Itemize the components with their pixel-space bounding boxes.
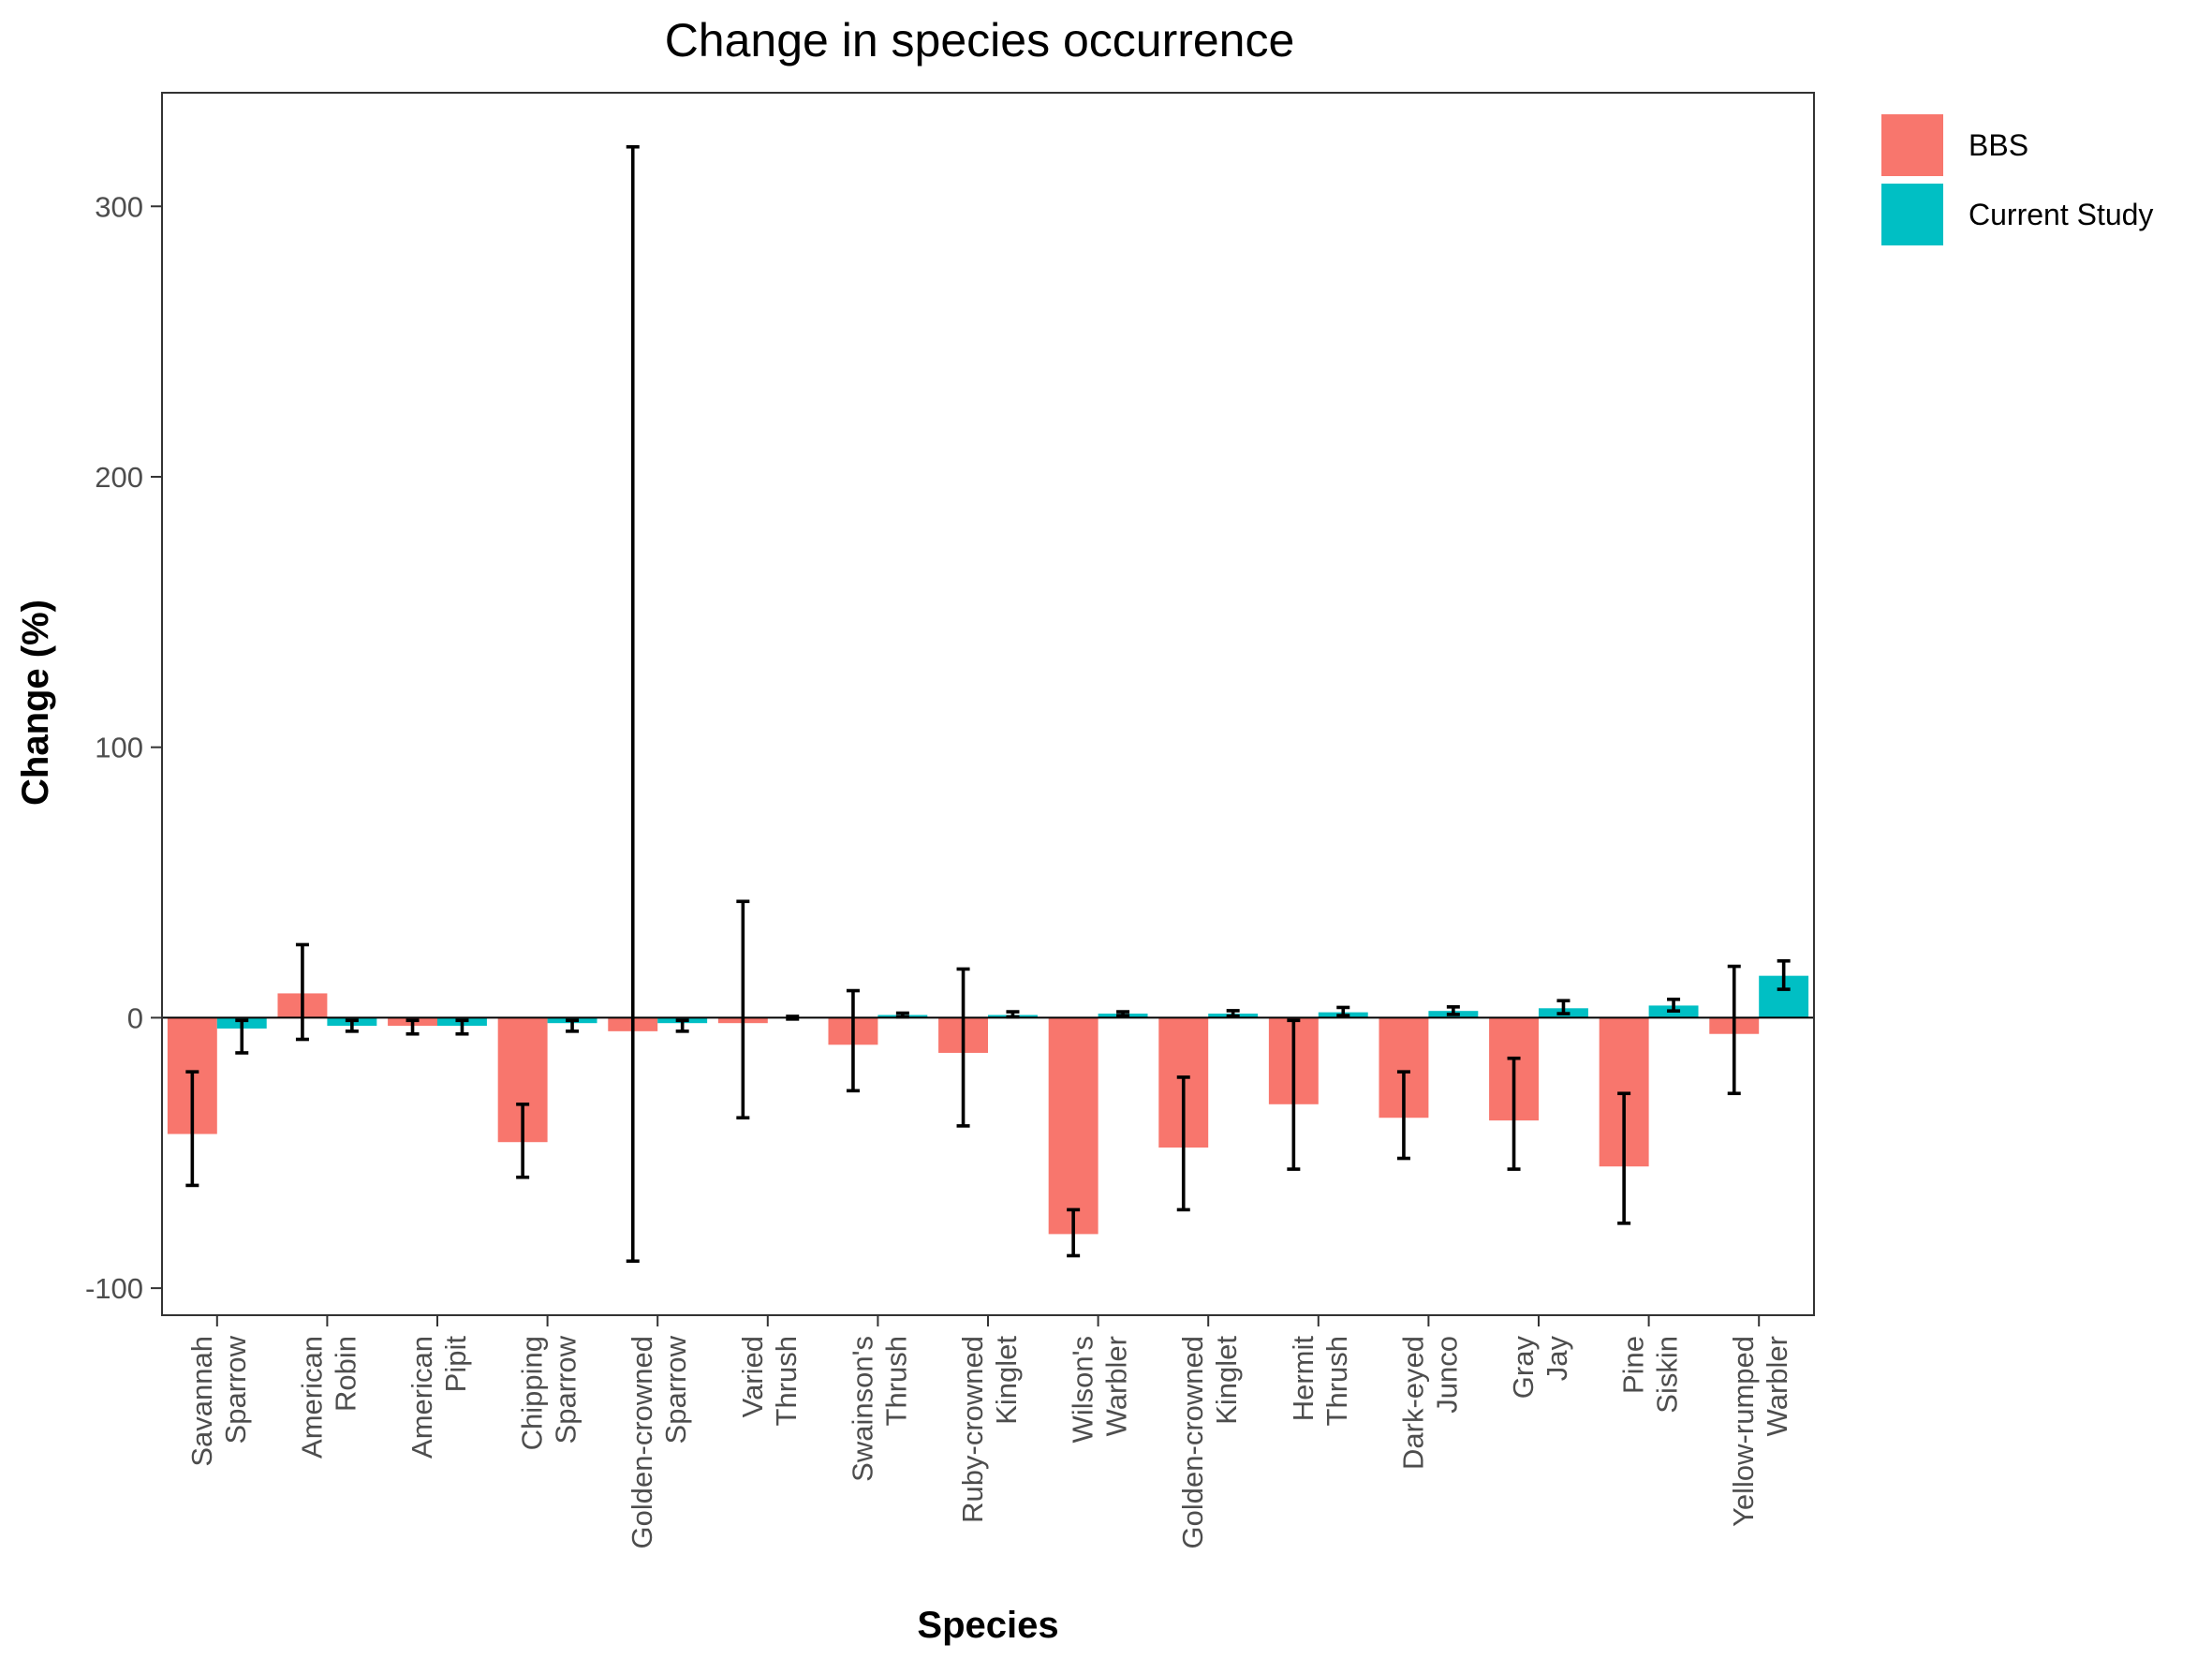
x-tick-label-line: Sparrow [219, 1335, 252, 1444]
x-tick-label: Ruby-crownedKinglet [956, 1336, 1023, 1523]
error-bar [1507, 1056, 1521, 1171]
error-bar [455, 1018, 469, 1036]
y-axis: -100 0 100 200 300 [85, 190, 162, 1305]
x-tick-label: Golden-crownedSparrow [626, 1335, 692, 1548]
error-bar [1396, 1070, 1410, 1161]
error-bar [1336, 1005, 1350, 1017]
x-tick-label: ChippingSparrow [516, 1335, 582, 1450]
x-tick-label: SavannahSparrow [185, 1335, 252, 1466]
y-tick-label: 300 [95, 190, 143, 223]
x-tick-label-line: Jay [1541, 1336, 1573, 1382]
y-axis-title: Change (%) [15, 600, 56, 806]
chart-title: Change in species occurrence [665, 14, 1295, 67]
x-axis: SavannahSparrow AmericanRobin AmericanPipi… [185, 1315, 1793, 1548]
error-bar [1667, 997, 1681, 1013]
x-tick-label-line: Pine [1617, 1336, 1650, 1394]
error-bar [1116, 1010, 1130, 1017]
legend-key [1881, 114, 1943, 176]
x-tick-label-line: Robin [329, 1336, 361, 1412]
x-tick-label-line: Kinglet [990, 1336, 1023, 1425]
x-tick-label-line: Siskin [1651, 1336, 1684, 1414]
x-tick-label-line: Ruby-crowned [956, 1336, 989, 1523]
error-bar [566, 1018, 580, 1033]
legend: BBS Current Study [1881, 114, 2153, 245]
plot-area [161, 92, 1815, 1316]
x-tick-label-line: Hermit [1287, 1336, 1320, 1422]
x-tick-label: Swainson'sThrush [846, 1336, 912, 1482]
error-bar [675, 1018, 689, 1033]
error-bar [295, 942, 309, 1042]
series-bbs [167, 144, 1760, 1264]
error-bar [1446, 1005, 1460, 1016]
x-tick-label-line: Thrush [770, 1336, 803, 1426]
x-tick-label: Wilson'sWarbler [1067, 1336, 1133, 1443]
x-tick-label: AmericanPipit [406, 1336, 472, 1459]
error-bar [1617, 1091, 1631, 1225]
x-tick-label: Golden-crownedKinglet [1176, 1336, 1243, 1549]
x-tick-label-line: Golden-crowned [1176, 1336, 1209, 1548]
error-bar [1727, 964, 1741, 1096]
legend-key [1881, 184, 1943, 245]
legend-label: Current Study [1969, 198, 2153, 231]
error-bar [736, 899, 750, 1120]
series-current-study [216, 958, 1809, 1055]
x-tick-label-line: Chipping [516, 1336, 549, 1450]
error-bar [846, 988, 860, 1093]
y-tick-label: -100 [85, 1272, 143, 1305]
x-tick-label: HermitThrush [1287, 1336, 1353, 1427]
x-tick-label-line: Swainson's [846, 1336, 878, 1482]
error-bar [406, 1018, 420, 1036]
y-tick-label: 0 [127, 1001, 143, 1034]
x-tick-label-line: Gray [1507, 1336, 1540, 1400]
x-tick-label-line: American [406, 1336, 438, 1459]
y-tick-label: 200 [95, 461, 143, 494]
x-tick-label-line: Sparrow [550, 1335, 582, 1444]
y-tick-label: 100 [95, 732, 143, 764]
x-tick-label: Yellow-rumpedWarbler [1727, 1336, 1793, 1527]
x-tick-label-line: Kinglet [1210, 1336, 1243, 1425]
x-tick-label: PineSiskin [1617, 1336, 1684, 1414]
x-tick-label: GrayJay [1507, 1336, 1573, 1400]
error-bar [1556, 999, 1571, 1015]
x-tick-label-line: American [295, 1336, 328, 1459]
error-bar [956, 967, 970, 1128]
x-tick-label-line: Pipit [439, 1336, 472, 1393]
x-tick-label: VariedThrush [736, 1336, 803, 1426]
error-bar [1226, 1009, 1240, 1018]
error-bar [516, 1103, 530, 1179]
x-tick-label-line: Varied [736, 1336, 769, 1417]
bar [1048, 1017, 1099, 1235]
x-tick-label-line: Junco [1430, 1336, 1463, 1414]
error-bar [1777, 958, 1791, 991]
x-axis-title: Species [917, 1605, 1058, 1646]
x-tick-label-line: Sparrow [659, 1335, 692, 1444]
error-bar [235, 1018, 249, 1055]
error-bar [185, 1070, 199, 1188]
error-bar [626, 144, 640, 1264]
x-tick-label-line: Warbler [1100, 1336, 1133, 1436]
x-tick-label-line: Thrush [1320, 1336, 1353, 1426]
x-tick-label-line: Savannah [185, 1336, 218, 1467]
x-tick-label-line: Warbler [1761, 1336, 1793, 1436]
x-tick-label-line: Golden-crowned [626, 1336, 658, 1548]
error-bar [1176, 1075, 1190, 1212]
error-bar [345, 1018, 359, 1033]
x-tick-label: AmericanRobin [295, 1336, 361, 1459]
x-tick-label: Dark-eyedJunco [1396, 1336, 1463, 1470]
error-bar [1287, 1018, 1301, 1171]
error-bar [1067, 1207, 1081, 1258]
x-tick-label-line: Wilson's [1067, 1336, 1099, 1443]
x-tick-label-line: Thrush [879, 1336, 912, 1426]
x-tick-label-line: Yellow-rumped [1727, 1336, 1760, 1527]
legend-label: BBS [1969, 128, 2028, 162]
x-tick-label-line: Dark-eyed [1396, 1336, 1429, 1470]
